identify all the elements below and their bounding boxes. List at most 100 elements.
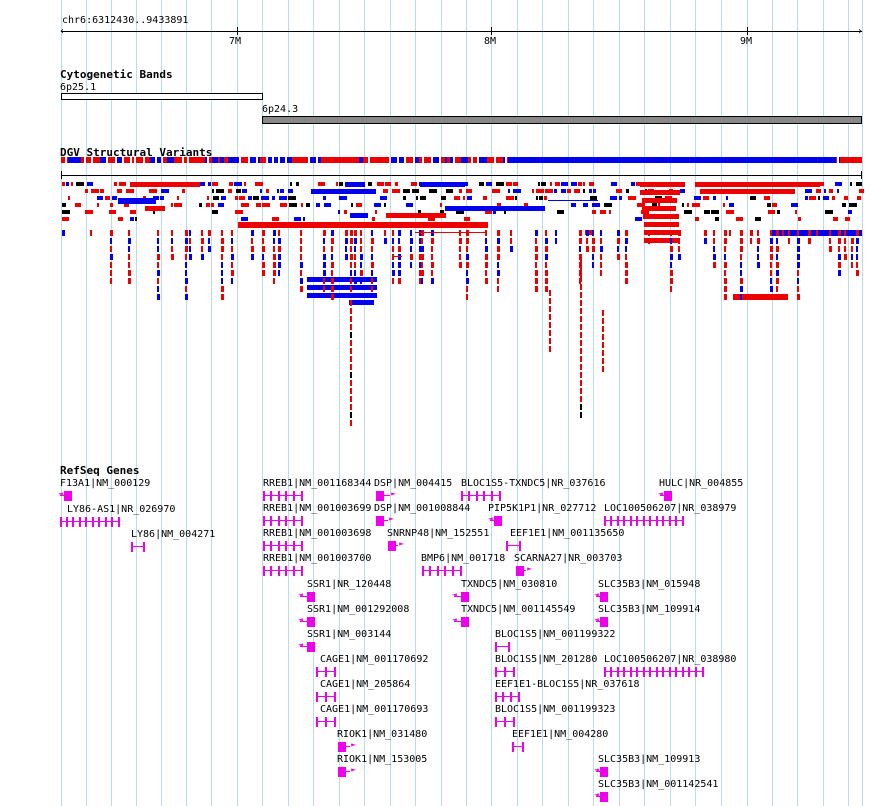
structural-variant[interactable]: [578, 182, 582, 186]
structural-variant[interactable]: [600, 230, 602, 236]
structural-variant[interactable]: [75, 203, 81, 207]
structural-variant[interactable]: [545, 254, 548, 260]
structural-variant[interactable]: [767, 203, 771, 207]
structural-variant[interactable]: [189, 254, 192, 260]
structural-variant[interactable]: [695, 182, 820, 187]
structural-variant[interactable]: [392, 262, 394, 268]
structural-variant[interactable]: [119, 182, 126, 186]
structural-variant[interactable]: [128, 278, 131, 284]
gene-model[interactable]: ◄: [452, 615, 469, 627]
structural-variant[interactable]: [161, 189, 169, 193]
structural-variant[interactable]: [76, 157, 81, 163]
structural-variant[interactable]: [441, 157, 445, 163]
structural-variant[interactable]: [770, 286, 773, 292]
gene-model[interactable]: ►: [376, 489, 396, 501]
structural-variant[interactable]: [440, 210, 444, 214]
structural-variant[interactable]: [391, 157, 397, 163]
structural-variant[interactable]: [331, 238, 334, 244]
structural-variant[interactable]: [644, 238, 678, 243]
gene-model[interactable]: ►: [388, 539, 404, 551]
structural-variant[interactable]: [110, 230, 113, 236]
structural-variant[interactable]: [273, 262, 276, 268]
structural-variant[interactable]: [189, 246, 191, 252]
structural-variant[interactable]: [157, 286, 159, 292]
structural-variant[interactable]: [642, 198, 677, 203]
structural-variant[interactable]: [68, 196, 70, 200]
structural-variant[interactable]: [300, 286, 303, 292]
structural-variant[interactable]: [128, 246, 130, 252]
structural-variant[interactable]: [350, 254, 353, 260]
structural-variant[interactable]: [244, 182, 246, 186]
structural-variant[interactable]: [561, 189, 566, 193]
cytoband-6p24-3[interactable]: [262, 116, 862, 124]
structural-variant[interactable]: [549, 338, 551, 344]
structural-variant[interactable]: [740, 278, 743, 284]
structural-variant[interactable]: [398, 238, 400, 244]
structural-variant[interactable]: [108, 157, 115, 163]
structural-variant[interactable]: [580, 388, 582, 394]
gene-model[interactable]: [316, 692, 336, 702]
structural-variant[interactable]: [770, 278, 772, 284]
structural-variant[interactable]: [238, 222, 488, 228]
structural-variant[interactable]: [609, 210, 611, 214]
structural-variant[interactable]: [602, 318, 604, 324]
structural-variant[interactable]: [670, 270, 673, 276]
structural-variant[interactable]: [300, 246, 302, 252]
structural-variant[interactable]: [350, 213, 368, 218]
gene-model[interactable]: ◄: [298, 640, 315, 652]
structural-variant[interactable]: [506, 196, 514, 200]
structural-variant[interactable]: [273, 270, 276, 276]
structural-variant[interactable]: [331, 278, 334, 284]
structural-variant[interactable]: [724, 230, 727, 236]
structural-variant[interactable]: [324, 203, 331, 207]
structural-variant[interactable]: [415, 232, 485, 233]
structural-variant[interactable]: [770, 270, 772, 276]
structural-variant[interactable]: [277, 189, 279, 193]
structural-variant[interactable]: [580, 308, 582, 314]
structural-variant[interactable]: [549, 306, 551, 312]
structural-variant[interactable]: [740, 254, 742, 260]
structural-variant[interactable]: [132, 157, 134, 163]
structural-variant[interactable]: [583, 203, 588, 207]
structural-variant[interactable]: [273, 278, 275, 284]
structural-variant[interactable]: [848, 210, 852, 214]
structural-variant[interactable]: [856, 254, 858, 260]
structural-variant[interactable]: [631, 182, 635, 186]
structural-variant[interactable]: [128, 238, 131, 244]
structural-variant[interactable]: [130, 182, 200, 187]
structural-variant[interactable]: [585, 230, 593, 235]
gene-model[interactable]: ►: [338, 740, 356, 752]
structural-variant[interactable]: [235, 210, 243, 214]
structural-variant[interactable]: [579, 254, 582, 260]
structural-variant[interactable]: [336, 182, 338, 186]
structural-variant[interactable]: [583, 189, 585, 193]
structural-variant[interactable]: [97, 196, 103, 200]
gene-model[interactable]: ►: [338, 765, 356, 777]
structural-variant[interactable]: [856, 182, 862, 186]
structural-variant[interactable]: [199, 157, 205, 163]
structural-variant[interactable]: [209, 157, 212, 163]
structural-variant[interactable]: [554, 189, 557, 193]
structural-variant[interactable]: [208, 246, 211, 252]
structural-variant[interactable]: [419, 246, 421, 252]
structural-variant[interactable]: [600, 246, 603, 252]
structural-variant[interactable]: [461, 157, 468, 163]
structural-variant[interactable]: [395, 182, 398, 186]
structural-variant[interactable]: [153, 210, 155, 214]
structural-variant[interactable]: [262, 246, 265, 252]
structural-variant[interactable]: [506, 182, 512, 186]
structural-variant[interactable]: [331, 294, 334, 300]
structural-variant[interactable]: [205, 157, 207, 163]
structural-variant[interactable]: [371, 254, 373, 260]
structural-variant[interactable]: [844, 254, 847, 260]
structural-variant[interactable]: [323, 262, 326, 268]
structural-variant[interactable]: [110, 254, 113, 260]
structural-variant[interactable]: [440, 203, 442, 207]
structural-variant[interactable]: [260, 189, 262, 193]
structural-variant[interactable]: [592, 254, 594, 260]
structural-variant[interactable]: [62, 182, 65, 186]
structural-variant[interactable]: [431, 262, 434, 268]
structural-variant[interactable]: [628, 196, 636, 200]
structural-variant[interactable]: [278, 270, 280, 276]
structural-variant[interactable]: [479, 182, 484, 186]
